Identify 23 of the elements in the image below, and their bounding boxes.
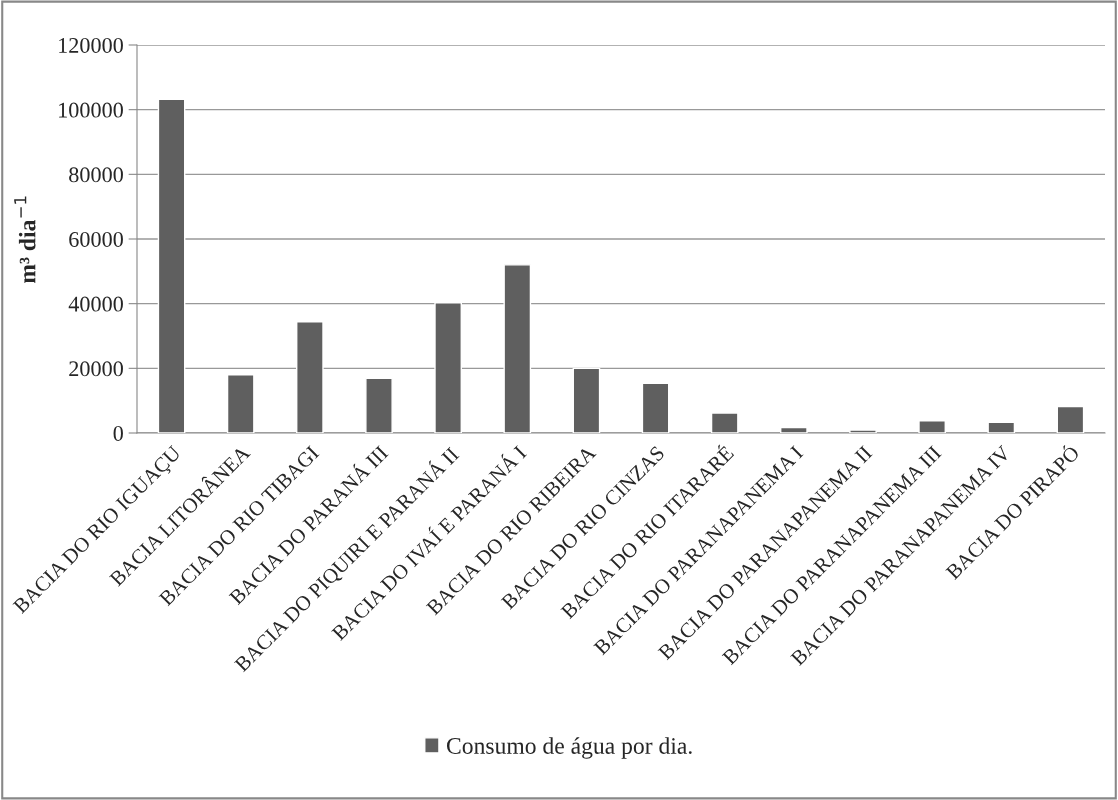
bar [226,374,255,433]
y-tick-label: 20000 [69,361,123,377]
y-tick-label: 80000 [69,167,123,183]
bar [503,264,532,433]
bar [1056,405,1085,433]
y-tick-label: 100000 [59,102,123,118]
bar [157,98,186,433]
y-tick-label: 120000 [59,37,123,53]
bar [849,429,877,433]
bar [918,420,946,433]
bar [780,426,808,433]
y-axis-title: m³ dia$^{−1}$ [14,196,36,284]
legend-label: Consumo de água por dia. [446,737,692,759]
bar [641,382,670,433]
y-tick-label: 60000 [69,231,123,247]
bar [296,321,324,433]
bar [365,377,393,433]
bar [987,421,1016,433]
y-tick-label: 0 [113,425,123,441]
bar [434,302,462,433]
y-tick-label: 40000 [68,296,123,312]
bar [710,412,739,433]
bar [572,367,601,433]
